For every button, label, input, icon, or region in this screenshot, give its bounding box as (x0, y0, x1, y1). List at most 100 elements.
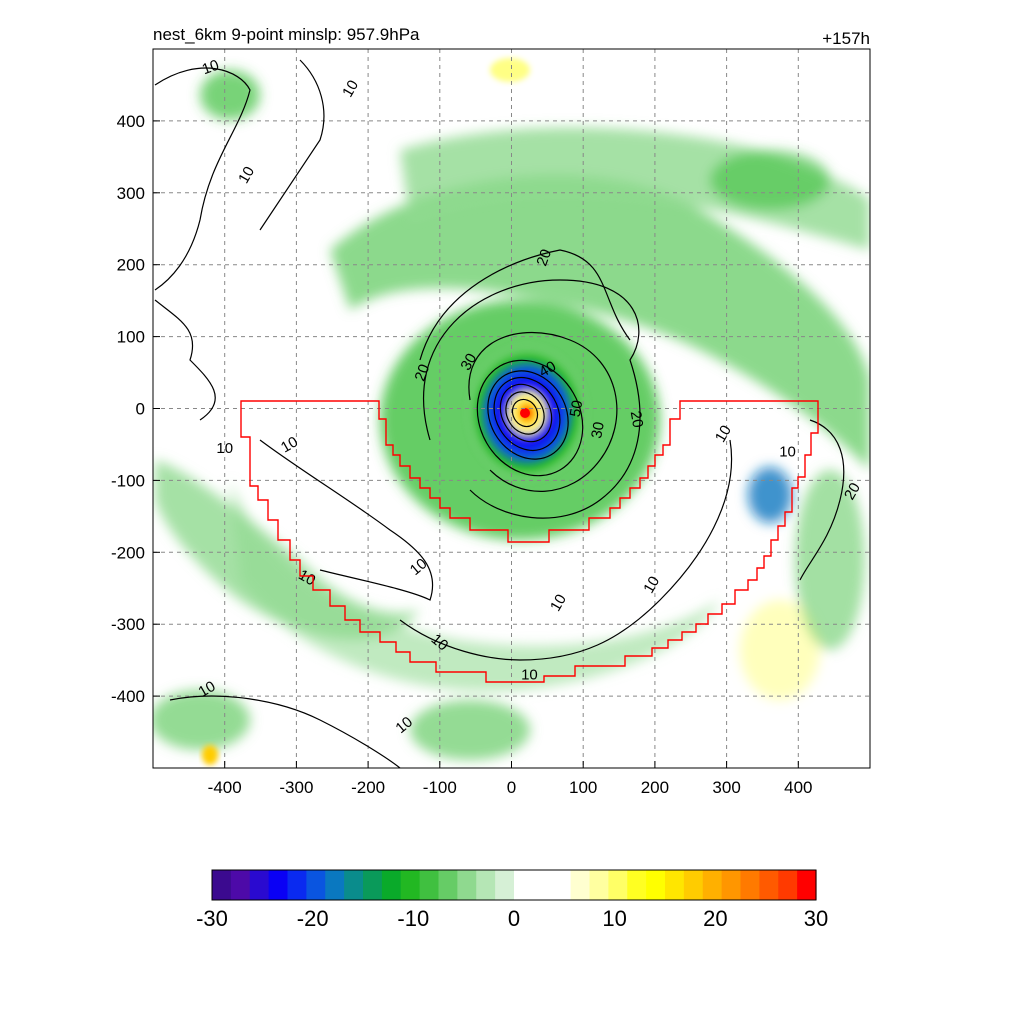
colorbar-cell (702, 870, 723, 900)
contour-label: 10 (640, 573, 663, 596)
contour-label: 50 (567, 399, 587, 418)
contour-10-s (169, 695, 401, 768)
colorbar-cell (665, 870, 685, 900)
contour-label-text: 10 (547, 591, 570, 614)
contours (154, 59, 845, 768)
forecast-hour-label: +157h (822, 29, 870, 48)
x-tick-label: -400 (208, 778, 242, 797)
colorbar-tick-label: -30 (196, 906, 228, 931)
contour-label-text: 10 (779, 444, 796, 461)
rainband-west (155, 460, 420, 640)
contour-label-text: 10 (196, 678, 219, 701)
colorbar-cell (230, 870, 251, 900)
inner-contours (476, 359, 584, 477)
contour-label: 10 (712, 422, 735, 445)
colorbar-cell (476, 870, 496, 900)
contour-label: 20 (533, 247, 555, 268)
contour-ring (511, 398, 539, 428)
y-axis-ticks: 400 300 200 100 0 -100 -200 -300 -400 (111, 112, 160, 706)
colorbar-cell (400, 870, 421, 900)
shaded-field (153, 58, 870, 765)
colorbar-cells (212, 870, 817, 900)
colorbar-cell (381, 870, 402, 900)
x-tick-label: -200 (351, 778, 385, 797)
colorbar-cell (306, 870, 326, 900)
colorbar-tick-label: 0 (508, 906, 520, 931)
contour-label-text: 10 (640, 573, 663, 596)
colorbar: -30 -20 -10 0 10 20 30 (196, 869, 828, 931)
colorbar-cell (212, 870, 232, 900)
contour-label-text: 10 (278, 433, 301, 456)
contour-10-sw (259, 439, 434, 601)
contour-20 (423, 279, 641, 519)
contour-10-ne (799, 419, 845, 581)
contour-label: 10 (235, 164, 258, 187)
contour-label: 10 (339, 77, 362, 100)
contour-label: 10 (779, 444, 796, 461)
y-tick-label: 300 (117, 184, 145, 203)
sw-green (153, 690, 250, 750)
contour-30 (468, 332, 618, 492)
x-tick-label: 100 (569, 778, 597, 797)
colorbar-cell (495, 870, 515, 900)
contour-label: 10 (547, 591, 570, 614)
contour-label: 10 (278, 433, 301, 456)
contour-10-south (399, 439, 732, 661)
colorbar-tick-label: -20 (297, 906, 329, 931)
contour-ring (493, 377, 561, 451)
colorbar-tick-label: -10 (397, 906, 429, 931)
colorbar-cell (457, 870, 477, 900)
contour-10-nw (154, 67, 251, 291)
contour-label-text: 10 (339, 77, 362, 100)
contour-label-text: 50 (567, 399, 587, 418)
colorbar-tick-label: 30 (804, 906, 828, 931)
contour-label-text: 20 (627, 410, 647, 429)
contour-label-text: 30 (457, 351, 480, 374)
colorbar-tick-label: 10 (602, 906, 626, 931)
contour-10-n (259, 59, 325, 231)
y-tick-label: -100 (111, 471, 145, 490)
contour-label: 20 (841, 480, 864, 503)
colorbar-cell (797, 870, 817, 900)
x-axis-ticks: -400 -300 -200 -100 0 100 200 300 400 (208, 761, 812, 797)
colorbar-frame (211, 869, 817, 901)
contour-ring (505, 391, 545, 435)
colorbar-cell (249, 870, 270, 900)
colorbar-cell (363, 870, 383, 900)
colorbar-tick-label: 20 (703, 906, 727, 931)
contour-label: 10 (216, 440, 233, 457)
contour-ring (476, 359, 584, 477)
colorbar-cell (551, 870, 572, 900)
y-tick-label: -300 (111, 615, 145, 634)
contour-label: 40 (536, 358, 559, 381)
x-tick-label: 200 (641, 778, 669, 797)
colorbar-cell (627, 870, 647, 900)
colorbar-cell (778, 870, 798, 900)
colorbar-cell (514, 870, 534, 900)
colorbar-cell (419, 870, 440, 900)
se-yellow (740, 600, 820, 700)
chart-title: nest_6km 9-point minslp: 957.9hPa (153, 25, 420, 44)
storm-center-dot (520, 408, 530, 418)
contour-label: 30 (457, 351, 480, 374)
colorbar-cell (438, 870, 458, 900)
colorbar-cell (589, 870, 609, 900)
contour-label-text: 20 (841, 480, 864, 503)
yellow-patch-sw (202, 745, 218, 765)
y-tick-label: 0 (136, 400, 145, 419)
y-tick-label: -200 (111, 543, 145, 562)
contour-ring (487, 370, 569, 460)
colorbar-cell (721, 870, 742, 900)
region-boundary (240, 400, 819, 683)
contour-10-west (154, 299, 216, 421)
contour-label: 30 (588, 420, 608, 439)
x-tick-label: 300 (712, 778, 740, 797)
contour-label: 20 (412, 362, 434, 383)
contour-label-text: 10 (200, 57, 221, 79)
eastern-cell (748, 467, 792, 523)
contour-label-text: 20 (412, 362, 434, 383)
colorbar-cell (268, 870, 289, 900)
e-green (795, 470, 865, 650)
